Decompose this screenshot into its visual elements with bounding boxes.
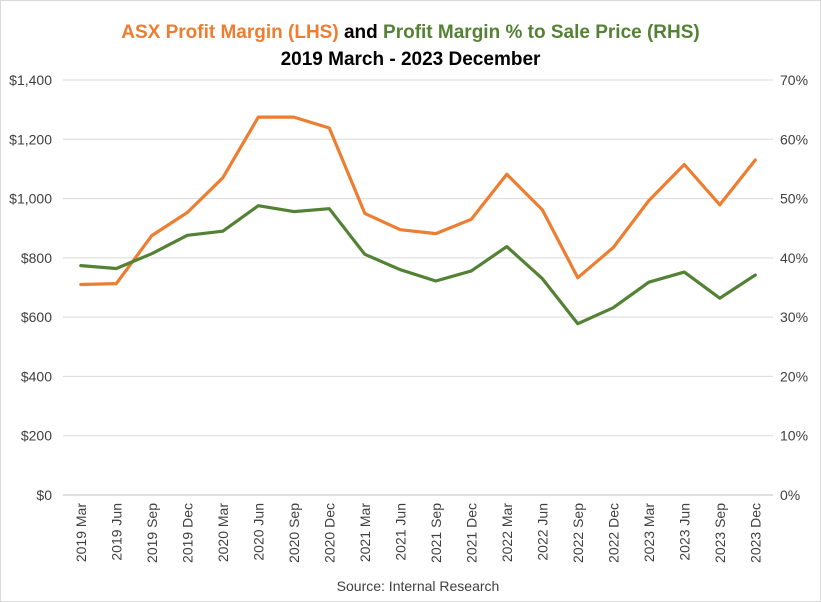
left-tick-label: $1,400 <box>9 72 52 88</box>
right-tick-label: 0% <box>780 487 800 503</box>
x-tick-label: 2020 Mar <box>215 503 231 562</box>
x-tick-label: 2021 Dec <box>463 503 479 563</box>
right-tick-label: 20% <box>780 368 808 384</box>
x-tick-label: 2022 Dec <box>605 503 621 563</box>
series-line-asx-profit-margin <box>79 115 757 287</box>
right-tick-label: 70% <box>780 72 808 88</box>
x-tick-label: 2022 Jun <box>534 503 550 561</box>
chart-title-connector: and <box>338 22 384 43</box>
gridlines <box>63 79 773 437</box>
left-tick-label: $1,000 <box>9 191 52 207</box>
source-note: Source: Internal Research <box>337 578 500 594</box>
x-tick-label: 2023 Mar <box>641 503 657 562</box>
x-tick-label: 2023 Dec <box>747 503 763 563</box>
right-tick-label: 10% <box>780 428 808 444</box>
left-tick-label: $800 <box>21 250 52 266</box>
x-tick-label: 2022 Mar <box>499 503 515 562</box>
right-tick-label: 60% <box>780 131 808 147</box>
left-tick-label: $200 <box>21 428 52 444</box>
series-lines <box>79 115 757 326</box>
x-tick-label: 2020 Sep <box>286 503 302 563</box>
x-tick-label: 2021 Sep <box>428 503 444 563</box>
x-tick-label: 2021 Mar <box>357 503 373 562</box>
left-axis-ticks: $0 $200 $400 $600 $800 $1,000 $1,200 $1,400 <box>9 72 52 503</box>
x-tick-label: 2019 Mar <box>73 503 89 562</box>
chart-subtitle: 2019 March - 2023 December <box>280 49 541 70</box>
series-line-profit-margin-pct <box>79 204 757 326</box>
x-tick-label: 2021 Jun <box>392 503 408 561</box>
x-tick-label: 2019 Jun <box>108 503 124 561</box>
x-tick-label: 2023 Sep <box>712 503 728 563</box>
chart-title-lhs: ASX Profit Margin (LHS) <box>121 22 339 43</box>
x-tick-label: 2019 Sep <box>144 503 160 563</box>
x-tick-label: 2022 Sep <box>570 503 586 563</box>
x-tick-label: 2020 Dec <box>321 503 337 563</box>
x-axis-ticks: 2019 Mar 2019 Jun 2019 Sep 2019 Dec 2020 Mar… <box>73 503 764 563</box>
chart-title: ASX Profit Margin (LHS) and Profit Margi… <box>1 21 820 45</box>
left-tick-label: $400 <box>21 368 52 384</box>
right-tick-label: 50% <box>780 191 808 207</box>
right-axis-ticks: 0% 10% 20% 30% 40% 50% 60% 70% <box>780 72 808 503</box>
x-tick-label: 2020 Jun <box>250 503 266 561</box>
left-tick-label: $0 <box>36 487 52 503</box>
x-tick-label: 2023 Jun <box>676 503 692 561</box>
left-tick-label: $1,200 <box>9 131 52 147</box>
left-tick-label: $600 <box>21 309 52 325</box>
right-tick-label: 30% <box>780 309 808 325</box>
chart-title-rhs: Profit Margin % to Sale Price (RHS) <box>383 22 700 43</box>
right-tick-label: 40% <box>780 250 808 266</box>
x-tick-label: 2019 Dec <box>179 503 195 563</box>
